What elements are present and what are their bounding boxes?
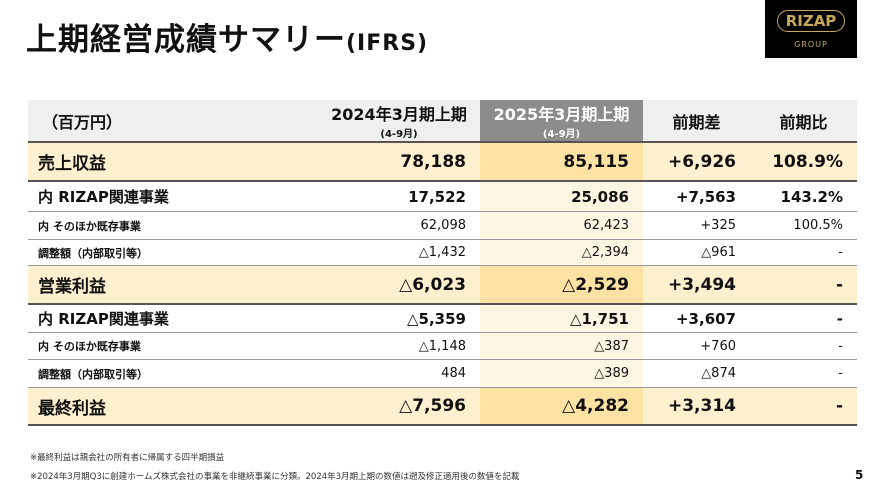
logo: RIZAP GROUP: [765, 0, 857, 58]
row-label: 調整額（内部取引等）: [38, 246, 148, 260]
row-label: 最終利益: [38, 398, 106, 419]
header-label: 前期差: [672, 112, 721, 132]
title: 上期経営成績サマリー(IFRS): [26, 14, 428, 59]
table-row: 調整額（内部取引等） △1,432 △2,394 △961 -: [28, 240, 857, 266]
cell-value: +3,607: [675, 309, 736, 328]
cell-value: 100.5%: [793, 218, 843, 233]
page-number: 5: [855, 468, 864, 482]
cell-value: -: [838, 338, 843, 354]
cell-value: +325: [700, 218, 736, 233]
row-label: 内 そのほか既存事業: [38, 219, 141, 233]
cell-value: +760: [700, 338, 736, 354]
cell-value: 62,423: [480, 212, 643, 239]
table-row: 内 そのほか既存事業 62,098 62,423 +325 100.5%: [28, 212, 857, 240]
cell-value: △6,023: [399, 274, 466, 295]
cell-value: 143.2%: [780, 187, 843, 206]
table-row: 内 RIZAP関連事業 17,522 25,086 +7,563 143.2%: [28, 182, 857, 212]
cell-value: △2,529: [480, 266, 643, 303]
cell-value: 17,522: [408, 187, 466, 206]
header-cell: 2025年3月期上期 (4-9月): [480, 100, 643, 141]
header-sub: (4-9月): [380, 129, 418, 140]
cell-value: +3,314: [667, 396, 736, 416]
row-label: 調整額（内部取引等）: [38, 367, 148, 381]
cell-value: +7,563: [675, 187, 736, 206]
cell-value: +3,494: [667, 274, 736, 295]
row-label: 内 そのほか既存事業: [38, 340, 141, 353]
cell-value: 25,086: [480, 182, 643, 211]
header-cell: （百万円）: [28, 100, 318, 141]
header-row: （百万円） 2024年3月期上期 (4-9月) 2025年3月期上期 (4-9月) 前期差…: [28, 100, 857, 143]
header-label: 2024年3月期上期: [331, 105, 467, 124]
table-row: 内 そのほか既存事業 △1,148 △387 +760 -: [28, 333, 857, 360]
cell-value: 62,098: [420, 218, 467, 233]
cell-value: △5,359: [407, 309, 466, 328]
table-row: 調整額（内部取引等） 484 △389 △874 -: [28, 360, 857, 388]
cell-value: +6,926: [667, 151, 736, 172]
cell-value: △1,432: [418, 245, 466, 260]
table-row: 最終利益 △7,596 △4,282 +3,314 -: [28, 388, 857, 426]
header-label: （百万円）: [42, 112, 123, 132]
footnote: ※2024年3月期Q3に創建ホームズ株式会社の事業を非継続事業に分類。2024年…: [30, 472, 520, 482]
cell-value: -: [838, 366, 843, 381]
cell-value: △874: [701, 366, 736, 381]
table-row: 内 RIZAP関連事業 △5,359 △1,751 +3,607 -: [28, 305, 857, 333]
row-label: 売上収益: [38, 154, 106, 174]
header-label: 2025年3月期上期: [493, 105, 630, 124]
header-label: 前期比: [779, 112, 828, 132]
header-sub: (4-9月): [542, 129, 581, 140]
logo-name: RIZAP: [777, 10, 845, 32]
table-row: 営業利益 △6,023 △2,529 +3,494 -: [28, 266, 857, 305]
cell-value: △2,394: [480, 240, 643, 265]
cell-value: △389: [480, 360, 643, 387]
cell-value: △7,596: [399, 396, 466, 416]
title-suffix: (IFRS): [346, 31, 429, 56]
row-label: 内 RIZAP関連事業: [38, 310, 169, 328]
row-label: 営業利益: [38, 277, 106, 297]
cell-value: △4,282: [480, 388, 643, 424]
cell-value: △961: [701, 245, 736, 260]
cell-value: -: [835, 274, 843, 295]
row-label: 内 RIZAP関連事業: [38, 188, 169, 206]
header-cell: 前期差: [643, 100, 750, 141]
cell-value: -: [836, 309, 843, 328]
cell-value: 85,115: [480, 143, 643, 180]
table-row: 売上収益 78,188 85,115 +6,926 108.9%: [28, 143, 857, 182]
cell-value: 484: [441, 366, 466, 381]
header-cell: 前期比: [750, 100, 857, 141]
cell-value: △387: [480, 333, 643, 359]
cell-value: 108.9%: [772, 151, 843, 172]
header-cell: 2024年3月期上期 (4-9月): [318, 100, 480, 141]
logo-sub: GROUP: [794, 40, 828, 49]
cell-value: -: [835, 396, 843, 416]
title-main: 上期経営成績サマリー: [26, 22, 346, 58]
cell-value: △1,751: [480, 305, 643, 332]
cell-value: 78,188: [400, 151, 466, 172]
footnote: ※最終利益は親会社の所有者に帰属する四半期損益: [30, 453, 225, 463]
cell-value: -: [838, 245, 843, 260]
cell-value: △1,148: [418, 338, 466, 354]
